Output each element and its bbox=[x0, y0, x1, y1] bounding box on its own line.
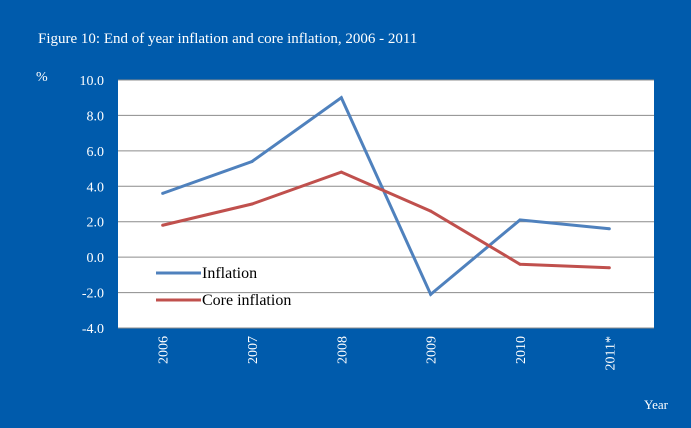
legend-label-core-inflation: Core inflation bbox=[202, 292, 291, 309]
x-tick-label: 2006 bbox=[157, 336, 172, 364]
core-inflation-line bbox=[162, 170, 610, 270]
y-tick-label: 4.0 bbox=[87, 180, 105, 195]
core-inflation-point bbox=[518, 262, 522, 266]
y-tick-label: -2.0 bbox=[82, 287, 104, 302]
inflation-point bbox=[429, 292, 433, 296]
gridlines bbox=[118, 79, 654, 329]
y-tick-label: 6.0 bbox=[87, 145, 105, 160]
x-tick-label: 2011* bbox=[603, 336, 618, 370]
plot-area bbox=[118, 80, 654, 328]
core-inflation-point bbox=[429, 209, 433, 213]
x-tick-label: 2007 bbox=[246, 336, 261, 364]
series-lines bbox=[161, 95, 611, 297]
inflation-point bbox=[607, 227, 611, 231]
inflation-point bbox=[161, 191, 165, 195]
core-inflation-point bbox=[339, 170, 343, 174]
y-tick-label: 0.0 bbox=[87, 251, 105, 266]
chart-title: Figure 10: End of year inflation and cor… bbox=[38, 31, 418, 47]
inflation-line bbox=[162, 95, 610, 297]
x-tick-label: 2008 bbox=[335, 336, 350, 364]
y-axis-unit-label: % bbox=[36, 70, 48, 85]
inflation-point bbox=[518, 218, 522, 222]
x-tick-labels: 2006 2007 2008 2009 2010 2011* bbox=[157, 336, 619, 370]
x-tick-label: 2009 bbox=[425, 336, 440, 364]
inflation-point bbox=[250, 159, 254, 163]
core-inflation-point bbox=[250, 202, 254, 206]
x-axis-label: Year bbox=[644, 397, 668, 412]
y-tick-label: -4.0 bbox=[82, 322, 104, 337]
inflation-point bbox=[339, 96, 343, 100]
core-inflation-point bbox=[607, 266, 611, 270]
y-tick-labels: 10.0 8.0 6.0 4.0 2.0 0.0 -2.0 -4.0 bbox=[80, 74, 105, 337]
legend-label-inflation: Inflation bbox=[202, 265, 257, 282]
y-tick-label: 10.0 bbox=[80, 74, 105, 89]
x-tick-label: 2010 bbox=[514, 336, 529, 364]
legend: Inflation Core inflation bbox=[156, 265, 291, 309]
core-inflation-point bbox=[161, 223, 165, 227]
y-tick-label: 8.0 bbox=[87, 109, 105, 124]
y-tick-label: 2.0 bbox=[87, 216, 105, 231]
